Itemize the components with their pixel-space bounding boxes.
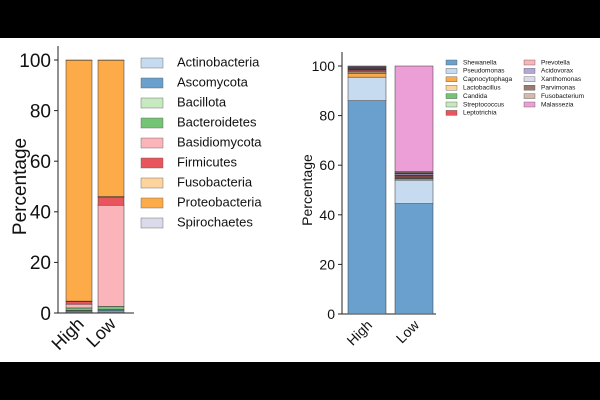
- legend-label: Parvimonas: [541, 84, 576, 91]
- legend-label: Proteobacteria: [177, 195, 262, 210]
- legend-swatch: [523, 68, 536, 74]
- legend-swatch: [445, 110, 458, 116]
- legend-swatch: [140, 217, 164, 229]
- legend-label: Firmicutes: [177, 155, 237, 170]
- legend-swatch: [445, 85, 458, 91]
- bar-segment: [65, 301, 93, 305]
- legend-swatch: [140, 97, 164, 109]
- legend-label: Leptotrichia: [463, 110, 497, 117]
- legend-swatch: [445, 93, 458, 99]
- legend-label: Bacillota: [177, 95, 227, 110]
- legend-swatch: [523, 93, 536, 99]
- legend-label: Actinobacteria: [177, 55, 260, 70]
- y-tick-label: 20: [30, 253, 51, 274]
- y-tick-label: 0: [327, 306, 335, 322]
- legend-swatch: [523, 59, 536, 66]
- y-tick-label: 20: [319, 256, 335, 272]
- bar-segment: [347, 73, 387, 78]
- legend-swatch: [445, 68, 458, 74]
- legend-label: Ascomycota: [177, 75, 249, 90]
- legend-label: Fusobacteria: [177, 175, 253, 190]
- bar-segment: [394, 179, 434, 204]
- y-tick-label: 100: [312, 58, 336, 74]
- legend-swatch: [140, 77, 164, 89]
- legend-label: Xanthomonas: [541, 76, 582, 83]
- x-tick-label: High: [343, 317, 375, 349]
- bar-segment: [65, 60, 93, 302]
- y-tick-label: 80: [319, 108, 335, 124]
- bar-segment: [97, 60, 125, 197]
- bar-segment: [394, 65, 434, 172]
- bar-segment: [65, 307, 93, 311]
- legend-swatch: [140, 137, 164, 149]
- legend-label: Malassezia: [541, 101, 574, 108]
- legend-label: Bacteroidetes: [177, 115, 257, 130]
- y-axis-label: Percentage: [10, 138, 31, 235]
- legend-label: Acidovorax: [541, 68, 574, 75]
- legend-label: Basidiomycota: [177, 135, 262, 150]
- y-tick-label: 60: [30, 152, 51, 173]
- legend-swatch: [140, 177, 164, 189]
- legend-swatch: [523, 101, 536, 108]
- legend-label: Prevotella: [541, 59, 570, 66]
- y-axis-label: Percentage: [299, 154, 315, 226]
- legend-label: Spirochaetes: [177, 215, 253, 230]
- legend-swatch: [140, 157, 164, 169]
- bar-segment: [347, 76, 387, 101]
- x-tick-label: High: [48, 314, 88, 354]
- y-tick-label: 100: [19, 51, 51, 72]
- x-tick-label: Low: [393, 316, 423, 346]
- y-tick-label: 40: [30, 203, 51, 224]
- stacked-bar-figure: 020406080100PercentageHighLowActinobacte…: [10, 46, 584, 354]
- legend-label: Pseudomonas: [463, 68, 505, 75]
- legend-label: Streptococcus: [463, 101, 505, 108]
- legend-label: Lactobacillus: [463, 84, 501, 91]
- legend-swatch: [445, 59, 458, 66]
- x-tick-label: Low: [82, 313, 120, 351]
- legend-label: Shewanella: [463, 59, 497, 66]
- y-tick-label: 60: [319, 157, 335, 173]
- y-tick-label: 0: [40, 304, 51, 325]
- legend-swatch: [140, 197, 164, 209]
- legend-swatch: [523, 85, 536, 91]
- bar-segment: [97, 306, 125, 310]
- bar-segment: [347, 65, 387, 67]
- bar-segment: [347, 100, 387, 315]
- bar-segment: [394, 203, 434, 315]
- bar-segment: [97, 204, 125, 307]
- legend-label: Fusobacterium: [541, 93, 584, 100]
- y-tick-label: 40: [319, 207, 335, 223]
- legend-swatch: [140, 57, 164, 69]
- legend-label: Capnocytophaga: [463, 76, 513, 83]
- legend-swatch: [523, 76, 536, 82]
- bar-segment: [97, 309, 125, 313]
- chart-genus: 0 20 40 60 80 100 Percentage High Low Shewanella P…: [299, 52, 584, 348]
- bar-segment: [65, 303, 93, 309]
- legend-label: Candida: [463, 93, 488, 100]
- figure-canvas: 0 20 40 60 80 100 Percentage High Low Actinobacte…: [0, 38, 600, 362]
- bar-segment: [97, 196, 125, 206]
- legend-swatch: [140, 117, 164, 129]
- y-tick-label: 80: [30, 101, 51, 122]
- legend-swatch: [445, 101, 458, 108]
- legend-swatch: [445, 76, 458, 82]
